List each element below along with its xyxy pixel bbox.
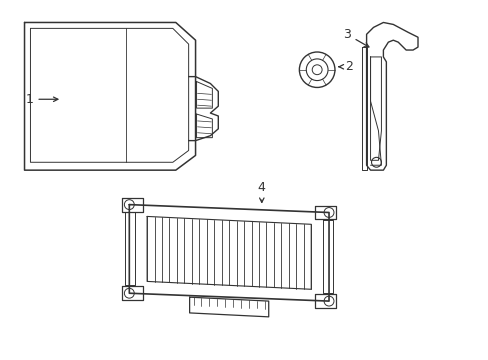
Text: 4: 4 [257, 181, 265, 202]
Text: 3: 3 [342, 28, 368, 47]
Text: 2: 2 [338, 60, 352, 73]
Text: 1: 1 [25, 93, 58, 106]
